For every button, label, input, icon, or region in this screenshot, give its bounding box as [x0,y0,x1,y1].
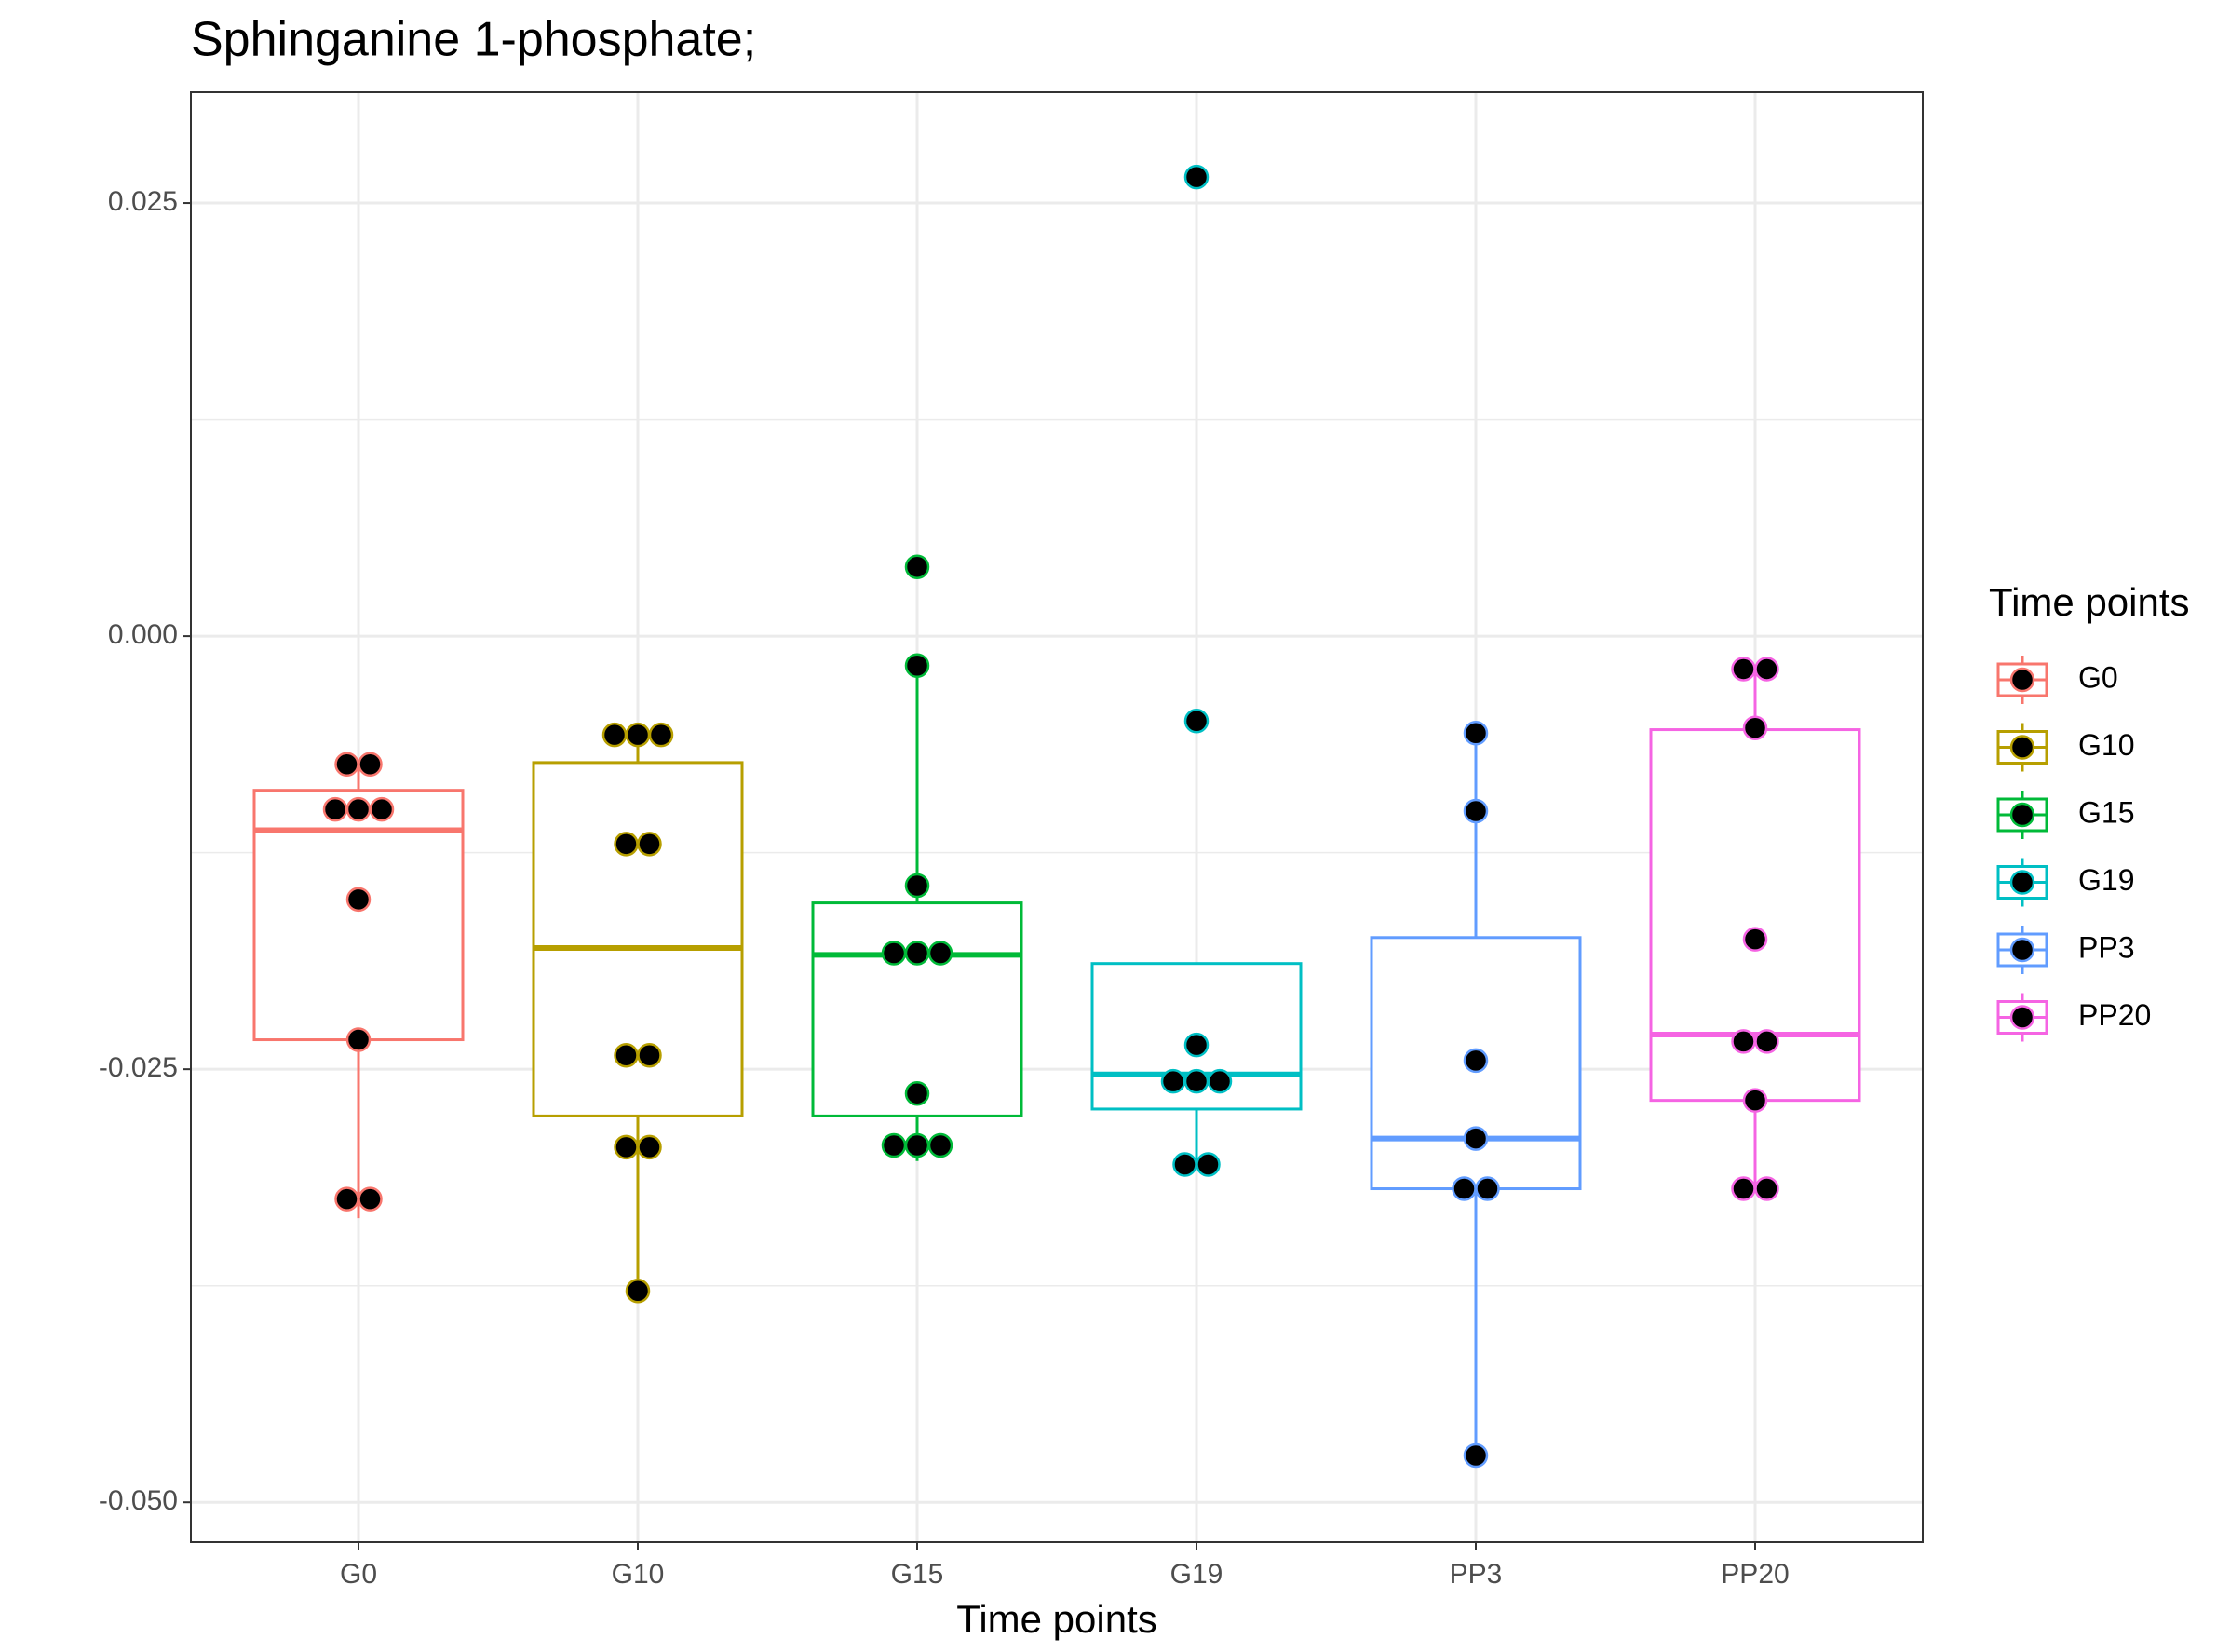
plot-background [191,92,1923,1542]
point [1463,1126,1489,1151]
y-tick-label: -0.050 [99,1485,178,1516]
point [1475,1176,1500,1201]
legend-key-point [2009,1005,2035,1030]
x-axis-title: Time points [956,1597,1157,1641]
point [601,722,628,748]
legend-key-point [2009,870,2035,895]
legend-label: G19 [2078,863,2134,897]
point [904,1080,930,1106]
legend-title: Time points [1989,580,2190,624]
x-tick-label: PP3 [1450,1559,1503,1590]
x-tick-label: G19 [1170,1559,1223,1590]
legend-key-point [2009,802,2035,828]
point [1196,1152,1221,1177]
point [358,1186,383,1212]
point [881,1132,907,1158]
point [637,832,662,857]
point [345,1027,372,1052]
point [345,796,372,822]
point [334,752,359,778]
point [904,941,930,966]
legend-label: PP20 [2078,998,2151,1032]
point [334,1186,359,1212]
point [1463,1442,1489,1469]
chart-title: Sphinganine 1-phosphate; [191,13,756,67]
point [614,832,639,857]
point [1172,1152,1197,1177]
x-tick-label: G10 [612,1559,665,1590]
point [345,887,372,913]
point [1463,798,1489,824]
x-tick-label: G15 [891,1559,944,1590]
point [1183,1068,1210,1094]
legend-key-point [2009,937,2035,963]
point [648,722,674,748]
point [1463,721,1489,746]
point [1463,1048,1489,1074]
y-tick-label: 0.000 [108,619,178,650]
point [322,796,348,822]
y-tick-label: 0.025 [108,186,178,217]
point [358,752,383,778]
legend-key-point [2009,735,2035,760]
point [927,1132,953,1158]
point [904,873,930,899]
point [614,1043,639,1068]
point [881,941,907,966]
x-tick-label: G0 [340,1559,377,1590]
box [532,761,744,1117]
point [637,1134,662,1160]
point [1160,1068,1186,1094]
point [1731,1176,1756,1201]
point [904,554,930,579]
point [1742,715,1768,740]
box [811,901,1023,1117]
y-tick-label: -0.025 [99,1052,178,1083]
x-tick-label: PP20 [1721,1559,1789,1590]
legend-label: G10 [2078,728,2134,762]
legend-label: G15 [2078,795,2134,829]
point [1742,1088,1768,1113]
point [1452,1176,1477,1201]
point [1754,657,1779,682]
point [614,1134,639,1160]
point [625,1279,651,1304]
point [1754,1176,1779,1201]
point [1183,709,1210,734]
point [904,653,930,678]
point [625,722,651,748]
legend-key-point [2009,667,2035,693]
point [637,1043,662,1068]
point [1754,1029,1779,1054]
point [369,796,395,822]
point [1742,927,1768,952]
panel-border [190,91,1924,1543]
point [1183,164,1210,190]
point [904,1132,930,1158]
point [1731,1029,1756,1054]
legend-label: G0 [2078,660,2118,694]
point [1207,1068,1233,1094]
point [927,941,953,966]
legend-label: PP3 [2078,930,2134,964]
point [1183,1032,1210,1058]
point [1731,657,1756,682]
